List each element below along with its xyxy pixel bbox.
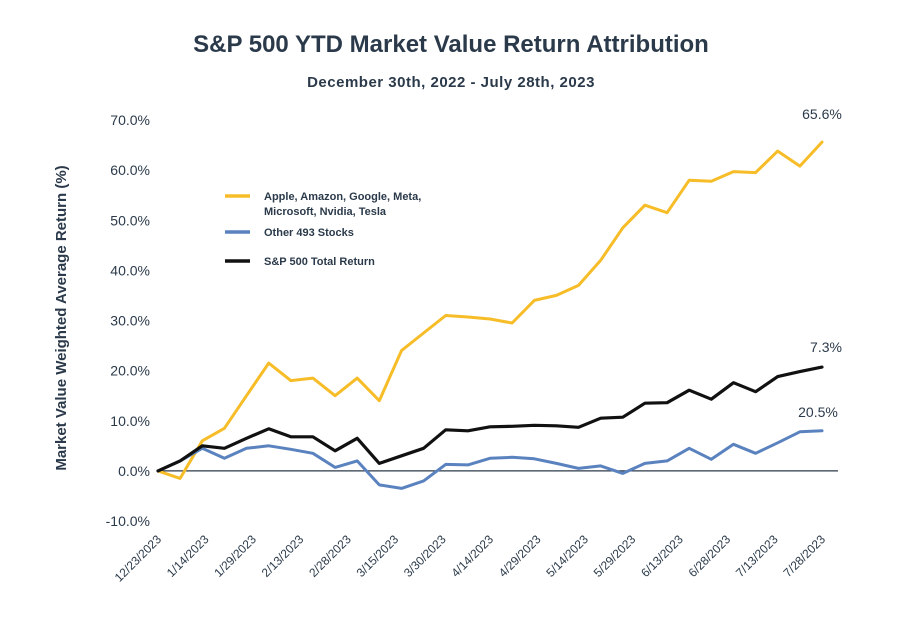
x-tick-label: 4/14/2023: [448, 532, 496, 580]
legend-label: S&P 500 Total Return: [264, 256, 375, 268]
x-tick-label: 5/29/2023: [591, 532, 639, 580]
legend: Apple, Amazon, Google, Meta, Microsoft, N…: [225, 191, 421, 268]
end-value-label: 20.5%: [798, 404, 838, 420]
y-tick-label: 30.0%: [110, 313, 150, 329]
x-tick-label: 1/14/2023: [164, 532, 212, 580]
y-tick-label: 70.0%: [110, 112, 150, 128]
legend-label: Apple, Amazon, Google, Meta,: [264, 191, 421, 203]
end-value-label: 7.3%: [810, 339, 842, 355]
series-line-2: [156, 429, 824, 490]
x-tick-label: 1/29/2023: [211, 532, 259, 580]
legend-label: Other 493 Stocks: [264, 227, 354, 239]
y-tick-label: 60.0%: [110, 162, 150, 178]
x-tick-label: 6/13/2023: [638, 532, 686, 580]
y-tick-label: 10.0%: [110, 413, 150, 429]
x-tick-label: 2/13/2023: [259, 532, 307, 580]
x-tick-label: 6/28/2023: [686, 532, 734, 580]
x-tick-label: 3/30/2023: [401, 532, 449, 580]
y-tick-label: 0.0%: [118, 463, 150, 479]
series-lines: [156, 140, 824, 490]
y-tick-label: -10.0%: [106, 513, 150, 529]
series-line-1: [156, 140, 824, 480]
y-tick-label: 20.0%: [110, 363, 150, 379]
chart-title: S&P 500 YTD Market Value Return Attribut…: [193, 31, 709, 58]
legend-label: Microsoft, Nvidia, Tesla: [264, 206, 387, 218]
x-tick-label: 12/23/2023: [112, 532, 165, 585]
series-line-3: [156, 365, 824, 473]
y-tick-label: 50.0%: [110, 212, 150, 228]
y-axis-label: Market Value Weighted Average Return (%): [53, 165, 70, 470]
chart-subtitle: December 30th, 2022 - July 28th, 2023: [307, 74, 595, 91]
x-tick-label: 7/13/2023: [733, 532, 781, 580]
x-tick-label: 5/14/2023: [543, 532, 591, 580]
x-tick-label: 4/29/2023: [496, 532, 544, 580]
x-axis-ticks: 12/23/2023 1/14/2023 1/29/2023 2/13/2023 2/2…: [112, 532, 829, 585]
y-axis-ticks: 70.0% 60.0% 50.0% 40.0% 30.0% 20.0% 10.0% 0.0% -…: [106, 112, 150, 529]
end-labels: 65.6% 7.3% 20.5%: [798, 106, 842, 420]
x-tick-label: 7/28/2023: [780, 532, 828, 580]
x-tick-label: 2/28/2023: [306, 532, 354, 580]
y-tick-label: 40.0%: [110, 262, 150, 278]
end-value-label: 65.6%: [802, 106, 842, 122]
x-tick-label: 3/15/2023: [354, 532, 402, 580]
